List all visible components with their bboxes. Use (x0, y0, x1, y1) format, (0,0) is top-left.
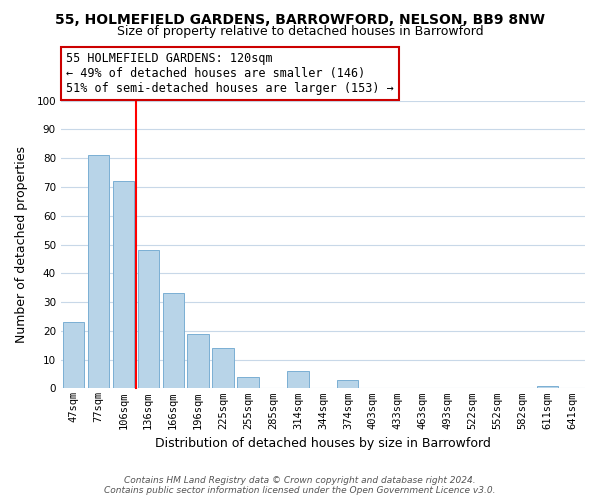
Bar (537, 386, 558, 388)
Text: 55, HOLMEFIELD GARDENS, BARROWFORD, NELSON, BB9 8NW: 55, HOLMEFIELD GARDENS, BARROWFORD, NELS… (55, 12, 545, 26)
Bar (287, 371, 308, 388)
Bar (163, 294, 184, 388)
Bar (137, 250, 159, 388)
Bar (238, 377, 259, 388)
X-axis label: Distribution of detached houses by size in Barrowford: Distribution of detached houses by size … (155, 437, 491, 450)
Bar (113, 182, 134, 388)
Bar (62, 322, 84, 388)
Bar (187, 334, 209, 388)
Bar (212, 348, 233, 389)
Text: Size of property relative to detached houses in Barrowford: Size of property relative to detached ho… (116, 25, 484, 38)
Bar (337, 380, 358, 388)
Text: Contains HM Land Registry data © Crown copyright and database right 2024.
Contai: Contains HM Land Registry data © Crown c… (104, 476, 496, 495)
Text: 55 HOLMEFIELD GARDENS: 120sqm
← 49% of detached houses are smaller (146)
51% of : 55 HOLMEFIELD GARDENS: 120sqm ← 49% of d… (66, 52, 394, 95)
Y-axis label: Number of detached properties: Number of detached properties (15, 146, 28, 343)
Bar (88, 156, 109, 388)
